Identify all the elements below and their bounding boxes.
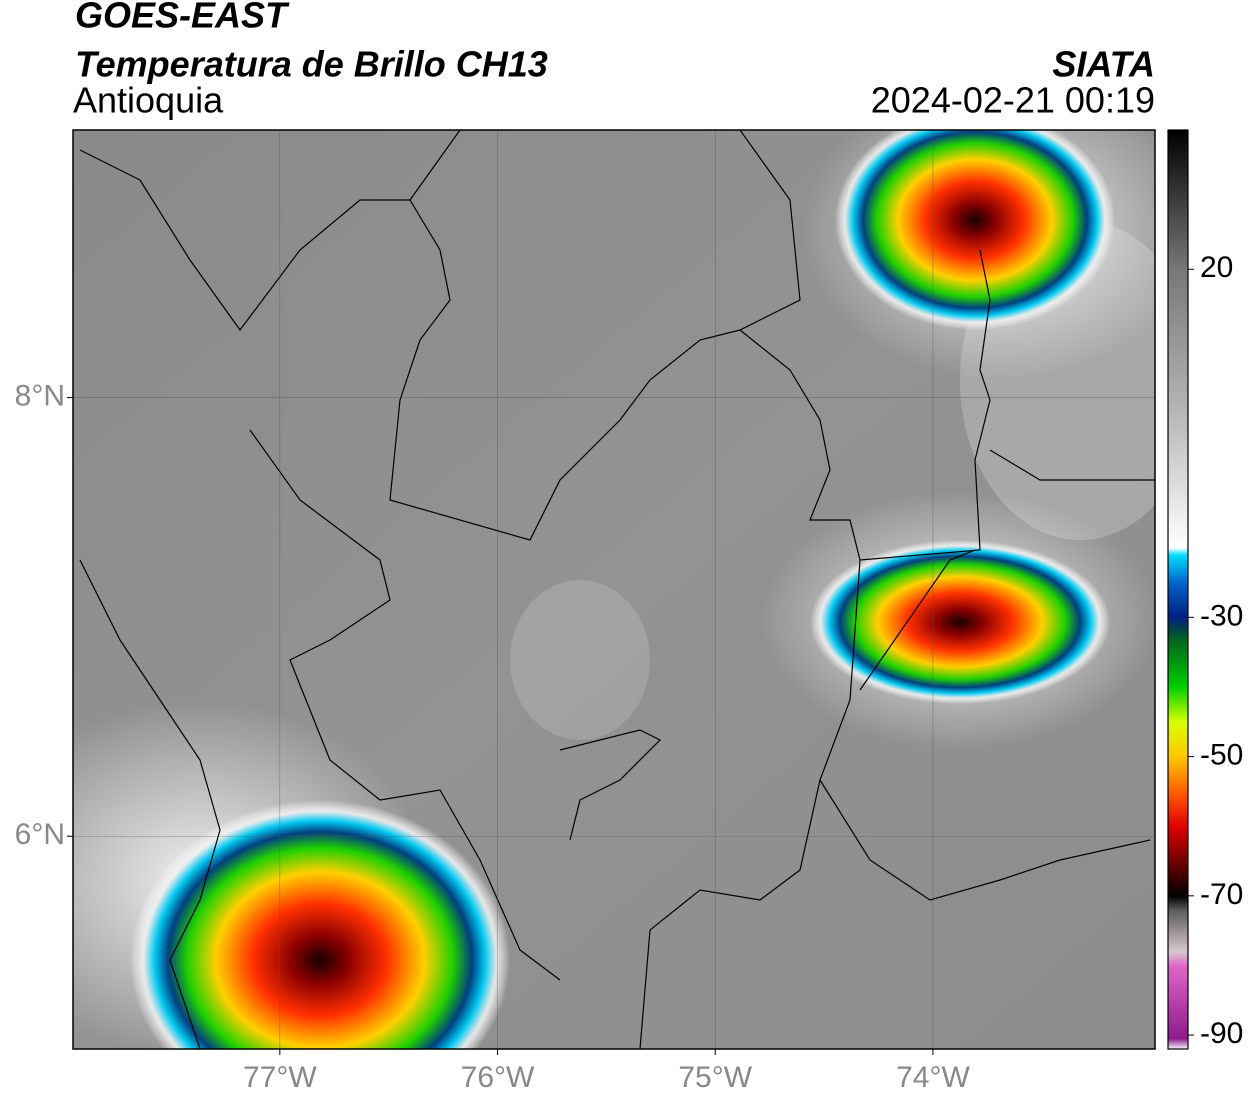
graticule: 77°W 76°W 75°W 74°W 8°N 6°N: [15, 130, 1155, 1094]
colorbar-frame: [1167, 129, 1189, 1050]
colorbar-segment: [1168, 638, 1188, 688]
colorbar-segment: [1168, 826, 1188, 869]
x-tick-label: 75°W: [678, 1061, 752, 1094]
y-tick-label: 6°N: [15, 818, 65, 851]
colorbar-tick-label: -50: [1200, 739, 1243, 772]
timestamp: 2024-02-21 00:19: [871, 80, 1155, 121]
colorbar-segment: [1168, 686, 1188, 723]
colorbar-tick-label: 20: [1200, 251, 1233, 284]
colorbar-segment: [1168, 867, 1188, 897]
colorbar-segment: [1168, 269, 1188, 409]
colorbar-segment: [1168, 895, 1188, 911]
satellite-image: [73, 130, 1155, 1049]
colorbar-segment: [1168, 547, 1188, 556]
colorbar-segment: [1168, 130, 1188, 270]
colorbar-segment: [1168, 791, 1188, 827]
colorbar: 20 -30 -50 -70 -90: [1168, 130, 1243, 1050]
region: Antioquia: [73, 80, 224, 121]
colorbar-segment: [1168, 909, 1188, 953]
title: GOES-EAST: [75, 0, 290, 36]
colorbar-tick-label: -70: [1200, 878, 1243, 911]
x-tick-label: 74°W: [896, 1061, 970, 1094]
colorbar-segment: [1168, 1038, 1188, 1050]
colorbar-segment: [1168, 756, 1188, 792]
colorbar-segment: [1168, 617, 1188, 639]
x-tick-label: 77°W: [243, 1061, 317, 1094]
colorbar-tick-label: -90: [1200, 1017, 1243, 1050]
colorbar-segment: [1168, 951, 1188, 966]
colorbar-tick-label: -30: [1200, 599, 1243, 632]
map-frame: [72, 129, 1156, 1050]
colorbar-segment: [1168, 965, 1188, 1040]
colorbar-segment: [1168, 554, 1188, 584]
subtitle: Temperatura de Brillo CH13: [75, 44, 548, 85]
x-tick-label: 76°W: [461, 1061, 535, 1094]
y-tick-label: 8°N: [15, 380, 65, 413]
colorbar-segment: [1168, 582, 1188, 618]
source: SIATA: [1052, 44, 1155, 85]
colorbar-segment: [1168, 408, 1188, 549]
colorbar-segment: [1168, 721, 1188, 758]
